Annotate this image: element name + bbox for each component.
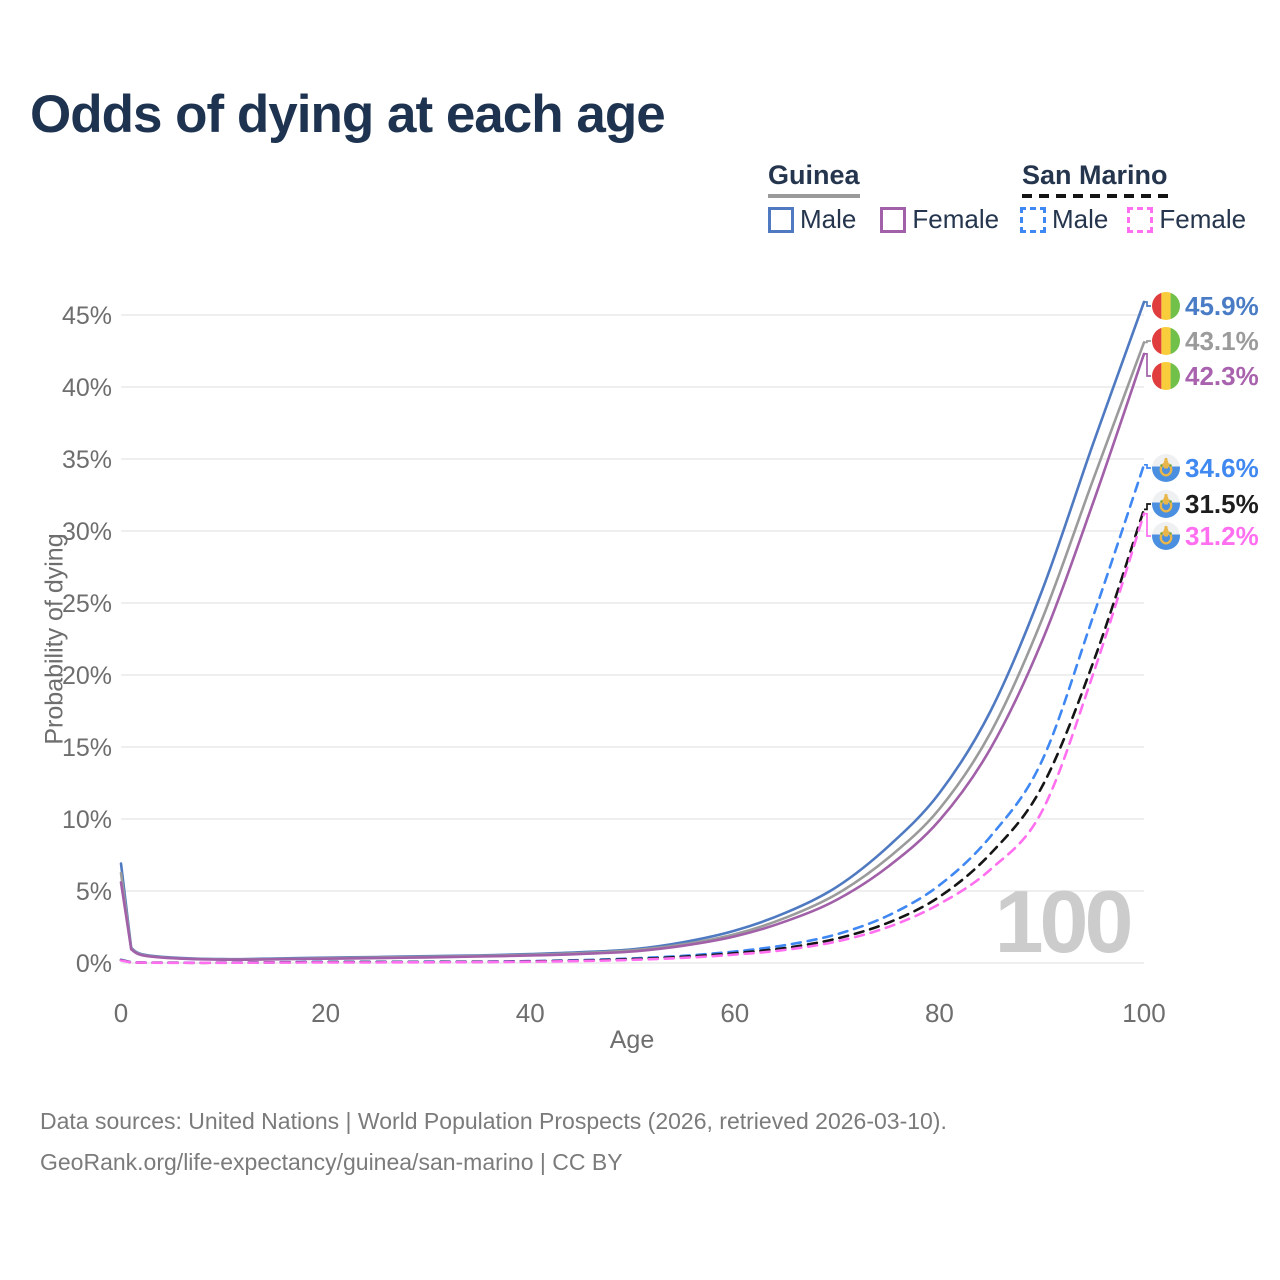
curve-guinea-male	[119, 300, 1146, 961]
x-tick-label: 0	[114, 998, 128, 1028]
san-marino-flag-icon	[1152, 522, 1180, 550]
legend-guinea-underline	[768, 194, 860, 198]
footer-attribution: GeoRank.org/life-expectancy/guinea/san-m…	[40, 1149, 623, 1175]
y-tick-label: 30%	[62, 518, 112, 546]
legend-item-guinea-female[interactable]: Female	[880, 204, 999, 235]
y-tick-label: 45%	[62, 302, 112, 330]
legend-group-san-marino-title: San Marino	[1022, 160, 1168, 190]
y-tick-label: 0%	[76, 950, 112, 978]
curve-san-marino-female	[119, 512, 1146, 965]
x-tick-label: 100	[1122, 998, 1165, 1028]
label-connector	[1144, 463, 1151, 469]
end-value-label-san-marino-male: 34.6%	[1185, 453, 1259, 483]
legend-san-marino-items: Male Female	[1020, 204, 1246, 235]
legend-san-marino-underline	[1022, 194, 1168, 198]
legend-group-guinea: Guinea	[768, 160, 860, 198]
page-title: Odds of dying at each age	[30, 85, 666, 144]
guinea-flag-icon	[1152, 292, 1180, 320]
legend-group-san-marino: San Marino	[1022, 160, 1168, 198]
san-marino-flag-icon	[1152, 454, 1180, 482]
legend-item-san-marino-female[interactable]: Female	[1127, 204, 1246, 235]
y-axis-title: Probability of dying	[40, 533, 69, 745]
san-marino-male-swatch-icon	[1020, 206, 1046, 233]
end-value-label-guinea-both: 43.1%	[1185, 326, 1259, 356]
legend-item-label: Female	[1159, 204, 1247, 234]
legend-item-label: Male	[800, 204, 857, 234]
end-value-label-san-marino-both: 31.5%	[1185, 489, 1259, 519]
guinea-male-swatch-icon	[768, 206, 794, 233]
label-connector	[1144, 353, 1151, 377]
x-tick-label: 20	[311, 998, 340, 1028]
end-value-label-san-marino-female: 31.2%	[1185, 521, 1259, 551]
curve-guinea-female	[119, 352, 1146, 962]
y-tick-label: 15%	[62, 734, 112, 762]
x-axis-title: Age	[609, 1026, 655, 1054]
y-tick-label: 40%	[62, 374, 112, 402]
san-marino-flag-icon	[1152, 490, 1180, 518]
y-tick-label: 20%	[62, 662, 112, 690]
curve-san-marino-both	[119, 508, 1146, 965]
label-connector	[1144, 301, 1151, 307]
x-tick-label: 40	[516, 998, 545, 1028]
guinea-female-swatch-icon	[880, 206, 907, 233]
legend-item-label: Female	[912, 204, 1000, 234]
y-tick-label: 35%	[62, 446, 112, 474]
label-connector	[1144, 340, 1151, 344]
end-value-label-guinea-female: 42.3%	[1185, 361, 1259, 391]
guinea-flag-icon	[1152, 327, 1180, 355]
legend-group-guinea-title: Guinea	[768, 160, 860, 190]
x-tick-label: 60	[720, 998, 749, 1028]
curve-guinea-both	[119, 341, 1146, 961]
san-marino-female-swatch-icon	[1127, 206, 1154, 233]
legend-item-label: Male	[1052, 204, 1109, 234]
y-tick-label: 10%	[62, 806, 112, 834]
y-tick-label: 25%	[62, 590, 112, 618]
age-counter-watermark: 100	[995, 872, 1131, 971]
legend-guinea-items: Male Female	[768, 204, 999, 235]
end-value-label-guinea-male: 45.9%	[1185, 291, 1259, 321]
y-tick-label: 5%	[76, 878, 112, 906]
legend-item-guinea-male[interactable]: Male	[768, 204, 856, 235]
guinea-flag-icon	[1152, 362, 1180, 390]
label-connector	[1144, 512, 1151, 537]
legend-item-san-marino-male[interactable]: Male	[1020, 204, 1108, 235]
x-tick-label: 80	[925, 998, 954, 1028]
footer-sources: Data sources: United Nations | World Pop…	[40, 1108, 947, 1134]
label-connector	[1144, 503, 1151, 511]
